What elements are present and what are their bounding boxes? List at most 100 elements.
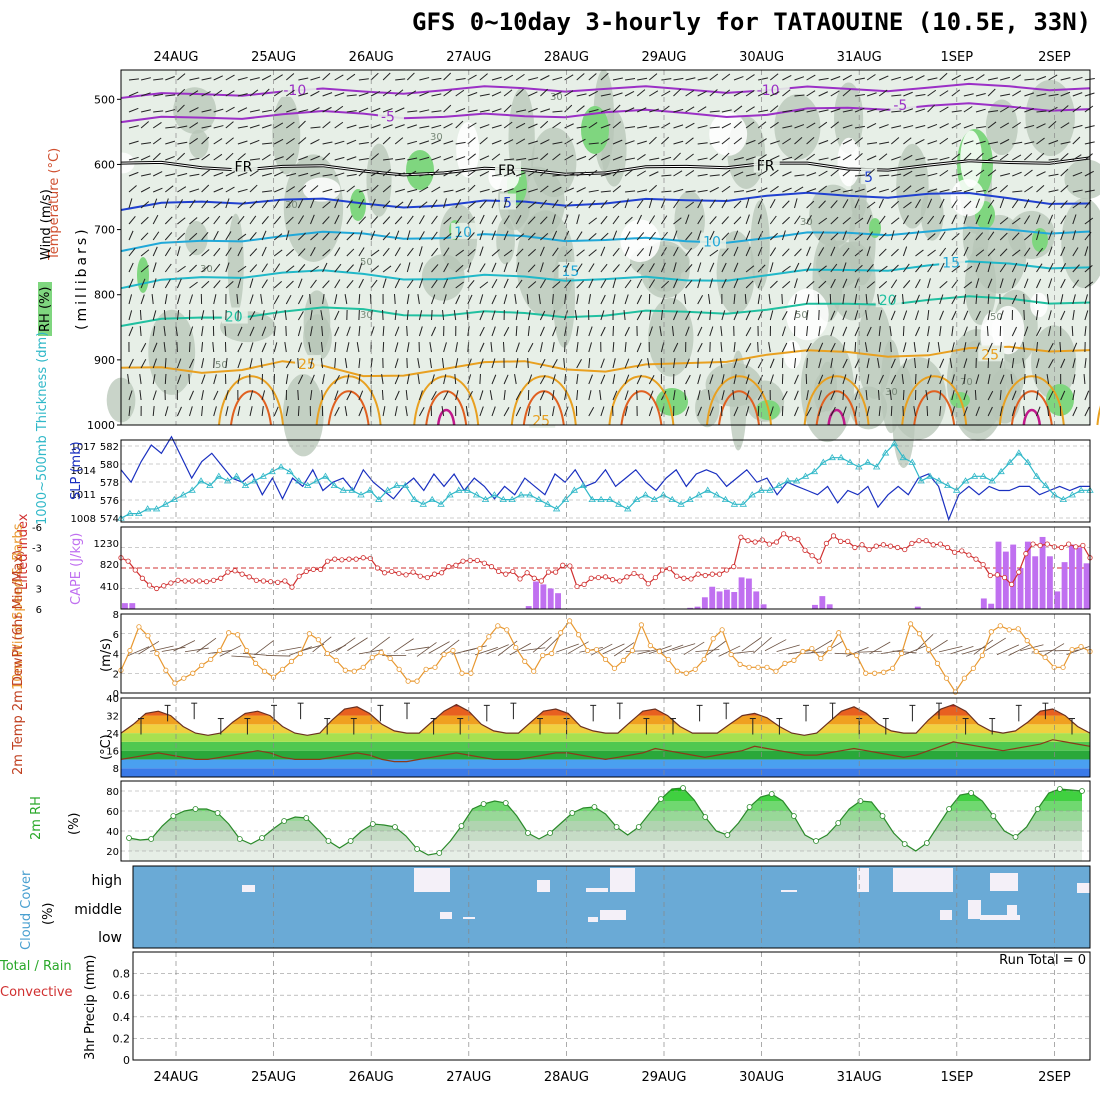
wind-barb — [927, 358, 930, 369]
wind-barb — [358, 107, 369, 113]
thickness-line-point — [490, 491, 499, 498]
surface-wind-barb — [347, 637, 368, 652]
wind-barb — [769, 280, 778, 289]
wind-barb — [189, 281, 198, 289]
wind-barb — [128, 215, 136, 225]
thickness-line-point — [784, 477, 792, 484]
wind-barb — [344, 358, 348, 369]
wind-barb — [974, 389, 977, 401]
wind-barb — [285, 280, 294, 289]
thickness-line-point — [926, 472, 934, 479]
wind-barb — [939, 156, 950, 161]
wind-barb — [842, 406, 847, 417]
wind-barb — [346, 374, 350, 385]
wind-barb — [382, 247, 390, 257]
wind-barb — [322, 152, 331, 161]
wind-barb — [757, 121, 767, 129]
wind-barb — [455, 390, 459, 401]
wind-barb — [709, 249, 719, 257]
rh2m-point — [148, 836, 155, 842]
wind-barb — [406, 342, 410, 353]
wind-barb — [467, 232, 475, 241]
wind-barb — [1060, 122, 1070, 129]
wind-barb — [1024, 124, 1035, 129]
wind-barb — [709, 186, 719, 193]
cloud-fraction-block — [893, 868, 953, 892]
wind-barb — [164, 185, 174, 193]
rh2m-point — [724, 832, 731, 838]
wind-barb — [879, 124, 889, 129]
wind-barb — [987, 77, 998, 81]
wind-barb — [709, 309, 712, 321]
date-label-top: 29AUG — [641, 50, 686, 65]
wind-barb — [624, 279, 632, 289]
thickness-line-point — [312, 477, 321, 484]
thickness-line-point — [455, 486, 463, 493]
wind-barb — [489, 390, 493, 401]
wind-barb — [261, 310, 265, 321]
wind-barb — [866, 74, 876, 81]
wind-barb — [673, 390, 676, 401]
wind-barb — [721, 137, 731, 145]
wind-barb — [818, 358, 822, 369]
wind-barb — [927, 278, 931, 289]
wind-barb — [721, 310, 726, 321]
wind-barb — [515, 233, 525, 241]
wind-barb — [515, 390, 522, 401]
wind-barb — [1036, 93, 1047, 97]
wind-barb — [818, 374, 824, 385]
lifted-index-line-point — [389, 568, 395, 575]
wind-barb — [189, 232, 198, 241]
cloud-fraction-block — [600, 910, 626, 920]
lifted-index-line-point — [154, 585, 160, 592]
isotherm-label: -10 — [283, 83, 306, 99]
wind-barb — [286, 89, 295, 97]
wind-speed-line-point — [145, 633, 151, 639]
wind-barb — [1060, 184, 1069, 193]
wind-barb — [443, 342, 447, 353]
wind-barb — [1036, 278, 1042, 289]
wind-barb — [648, 263, 655, 273]
surface-wind-barb — [811, 639, 833, 653]
wind-barb — [467, 109, 478, 113]
wind-barb — [358, 230, 363, 241]
thickness-line-point — [908, 458, 916, 465]
wind-speed-line-point — [746, 664, 752, 670]
wind-barb — [503, 294, 508, 305]
wind-barb — [298, 232, 306, 241]
wind-barb — [854, 390, 859, 401]
wind-barb — [927, 158, 938, 161]
wind-barb — [528, 91, 538, 97]
wind-barb — [660, 310, 664, 321]
wind-barb — [1048, 262, 1054, 273]
wind-barb — [939, 310, 944, 321]
wind-barb — [249, 406, 253, 417]
wind-barb — [927, 342, 930, 353]
wind-barb — [418, 215, 425, 225]
surface-wind-barb — [730, 650, 755, 655]
wind-barb — [697, 342, 703, 353]
wind-speed-line-point — [925, 646, 932, 653]
wind-barb — [794, 174, 805, 177]
rh-gray-area — [856, 302, 892, 399]
wind-barb — [624, 198, 629, 209]
wind-barb — [394, 390, 400, 401]
wind-barb — [1072, 201, 1082, 209]
wind-barb — [1072, 342, 1078, 353]
wind-barb — [564, 294, 567, 305]
wind-barb — [721, 248, 729, 257]
thickness-line-point — [819, 458, 828, 465]
cape-bar — [694, 606, 701, 609]
wind-barb — [1072, 390, 1076, 401]
wind-barb — [889, 390, 892, 401]
wind-barb — [830, 232, 839, 241]
wind-barb — [600, 199, 608, 209]
wind-barb — [939, 262, 945, 273]
wind-barb — [576, 155, 587, 161]
wind-barb — [261, 390, 266, 401]
wind-barb — [624, 358, 630, 369]
wind-barb — [963, 358, 968, 369]
wind-barb — [673, 217, 682, 225]
wind-barb — [708, 294, 711, 305]
wind-barb — [951, 153, 961, 161]
